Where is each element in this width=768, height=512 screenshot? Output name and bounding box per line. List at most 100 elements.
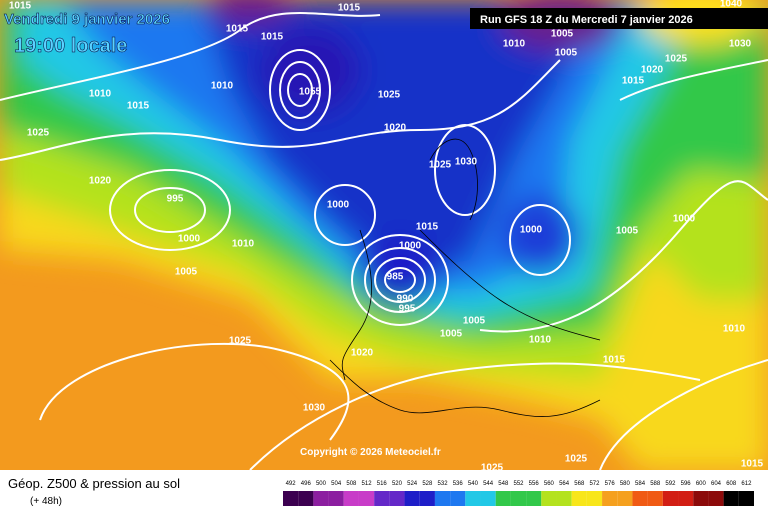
legend-label: 524 xyxy=(407,481,418,487)
legend-swatch xyxy=(662,491,679,506)
legend-swatch xyxy=(404,491,420,506)
legend-label: 556 xyxy=(529,481,540,487)
footer-title: Géop. Z500 & pression au sol xyxy=(8,476,180,491)
legend-swatch xyxy=(510,491,527,506)
isobar-label: 1000 xyxy=(673,214,696,225)
isobar-label: 1005 xyxy=(616,226,639,237)
legend-swatch xyxy=(708,491,724,506)
isobar-label: 1000 xyxy=(327,200,350,211)
legend-swatch xyxy=(450,491,466,506)
isobar-label: 1025 xyxy=(27,128,50,139)
legend-label: 596 xyxy=(681,481,692,487)
legend-label: 564 xyxy=(559,481,570,487)
isobar-label: 1005 xyxy=(555,48,578,59)
legend-label: 572 xyxy=(589,481,600,487)
legend-swatch xyxy=(586,491,603,506)
isobar-label: 1005 xyxy=(175,267,198,278)
isobar-label: 1015 xyxy=(622,76,645,87)
isobar-label: 1055 xyxy=(299,87,322,98)
legend-swatch xyxy=(647,491,663,506)
isobar-label: 1005 xyxy=(440,329,463,340)
isobar-labels: 1015 1015 1015 1015 1010 1010 1015 1025 1020 995 1… xyxy=(9,0,764,474)
legend-label: 532 xyxy=(438,481,449,487)
legend-swatch xyxy=(602,491,618,506)
legend-label: 552 xyxy=(513,481,524,487)
legend-swatch xyxy=(389,491,405,506)
isobar-label: 1025 xyxy=(665,54,688,65)
legend-swatch xyxy=(723,491,739,506)
legend-label: 560 xyxy=(544,481,555,487)
isobar-label: 1010 xyxy=(529,335,552,346)
isobar-label: 1020 xyxy=(89,176,112,187)
legend-swatch xyxy=(632,491,648,506)
legend-swatch xyxy=(556,491,572,506)
isobar-label: 1015 xyxy=(127,101,150,112)
local-time: 19:00 locale xyxy=(14,35,127,57)
legend-label: 608 xyxy=(726,481,737,487)
legend-label: 544 xyxy=(483,481,494,487)
legend-label: 508 xyxy=(346,481,357,487)
legend-swatch xyxy=(313,491,329,506)
legend-label: 500 xyxy=(316,481,327,487)
isobar-label: 1010 xyxy=(723,324,746,335)
legend-swatch xyxy=(419,491,435,506)
legend-label: 576 xyxy=(605,481,616,487)
isobar-label: 1030 xyxy=(729,39,752,50)
legend-label: 492 xyxy=(286,481,297,487)
run-box xyxy=(470,8,768,29)
isobar-label: 1015 xyxy=(9,1,32,12)
legend-label: 496 xyxy=(301,481,312,487)
legend-swatch xyxy=(738,491,754,506)
field: 1015 1015 1015 1015 1010 1010 1015 1025 1020 995 1… xyxy=(0,0,768,474)
isobar-label: 1010 xyxy=(503,39,526,50)
isobar-label: 1015 xyxy=(261,32,284,43)
run-info: Run GFS 18 Z du Mercredi 7 janvier 2026 xyxy=(480,14,693,26)
legend-swatch xyxy=(374,491,390,506)
legend-swatch xyxy=(328,491,344,506)
isobar-label: 1025 xyxy=(429,160,452,171)
legend: 492 496 500 504 508 512 516 520 524 528 532 536 540 5… xyxy=(283,481,754,506)
isobar-label: 1025 xyxy=(565,454,588,465)
legend-label: 568 xyxy=(574,481,585,487)
legend-label: 588 xyxy=(650,481,661,487)
legend-label: 516 xyxy=(377,481,388,487)
isobar-label: 995 xyxy=(399,304,416,315)
legend-swatch xyxy=(434,491,451,506)
legend-label: 528 xyxy=(422,481,433,487)
legend-label: 600 xyxy=(696,481,707,487)
legend-swatch xyxy=(678,491,694,506)
legend-swatch xyxy=(465,491,481,506)
isobar-label: 1015 xyxy=(603,355,626,366)
isobar-label: 1010 xyxy=(232,239,255,250)
isobar-label: 1025 xyxy=(481,463,504,474)
legend-label: 548 xyxy=(498,481,509,487)
legend-swatch xyxy=(617,491,633,506)
isobar-label: 1020 xyxy=(351,348,374,359)
isobar-label: 1005 xyxy=(463,316,486,327)
legend-swatch xyxy=(693,491,709,506)
legend-label: 536 xyxy=(453,481,464,487)
legend-swatch xyxy=(571,491,587,506)
legend-label: 512 xyxy=(362,481,373,487)
legend-label: 540 xyxy=(468,481,479,487)
isobar-label: 1025 xyxy=(378,90,401,101)
legend-swatch xyxy=(495,491,511,506)
legend-label: 604 xyxy=(711,481,722,487)
isobar-label: 1005 xyxy=(551,29,574,40)
isobars xyxy=(0,12,768,470)
isobar-label: 1030 xyxy=(303,403,326,414)
isobar-label: 1025 xyxy=(229,336,252,347)
legend-label: 584 xyxy=(635,481,646,487)
isobar-label: 1000 xyxy=(399,241,422,252)
isobar-label: 1000 xyxy=(178,234,201,245)
isobar-label: 1015 xyxy=(741,459,764,470)
isobar-label: 1015 xyxy=(338,3,361,14)
footer-lead: (+ 48h) xyxy=(30,496,62,507)
valid-date: Vendredi 9 janvier 2026 xyxy=(4,11,170,28)
isobar-label: 1015 xyxy=(416,222,439,233)
isobar-label: 1020 xyxy=(384,123,407,134)
isobar-label: 1000 xyxy=(520,225,543,236)
legend-swatch xyxy=(541,491,557,506)
legend-label: 520 xyxy=(392,481,403,487)
